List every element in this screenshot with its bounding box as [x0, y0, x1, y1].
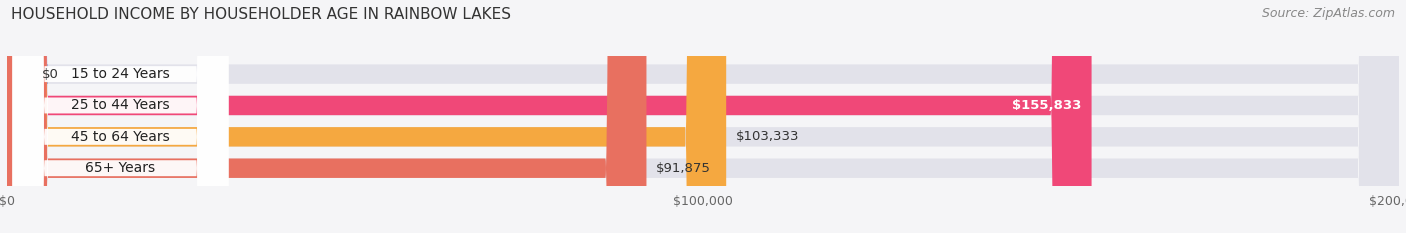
FancyBboxPatch shape	[13, 0, 228, 233]
Text: HOUSEHOLD INCOME BY HOUSEHOLDER AGE IN RAINBOW LAKES: HOUSEHOLD INCOME BY HOUSEHOLDER AGE IN R…	[11, 7, 512, 22]
FancyBboxPatch shape	[13, 0, 228, 233]
Text: 25 to 44 Years: 25 to 44 Years	[72, 99, 170, 113]
FancyBboxPatch shape	[13, 0, 228, 233]
FancyBboxPatch shape	[7, 0, 1399, 233]
FancyBboxPatch shape	[7, 0, 1399, 233]
FancyBboxPatch shape	[0, 0, 48, 233]
Text: $155,833: $155,833	[1012, 99, 1081, 112]
Text: 15 to 24 Years: 15 to 24 Years	[72, 67, 170, 81]
Text: $103,333: $103,333	[735, 130, 800, 143]
FancyBboxPatch shape	[7, 0, 1399, 233]
FancyBboxPatch shape	[7, 0, 725, 233]
Text: 65+ Years: 65+ Years	[86, 161, 156, 175]
Text: 45 to 64 Years: 45 to 64 Years	[72, 130, 170, 144]
FancyBboxPatch shape	[7, 0, 647, 233]
FancyBboxPatch shape	[7, 0, 1091, 233]
Text: $91,875: $91,875	[657, 162, 711, 175]
Text: Source: ZipAtlas.com: Source: ZipAtlas.com	[1261, 7, 1395, 20]
FancyBboxPatch shape	[13, 0, 228, 233]
Text: $0: $0	[42, 68, 59, 81]
FancyBboxPatch shape	[7, 0, 1399, 233]
